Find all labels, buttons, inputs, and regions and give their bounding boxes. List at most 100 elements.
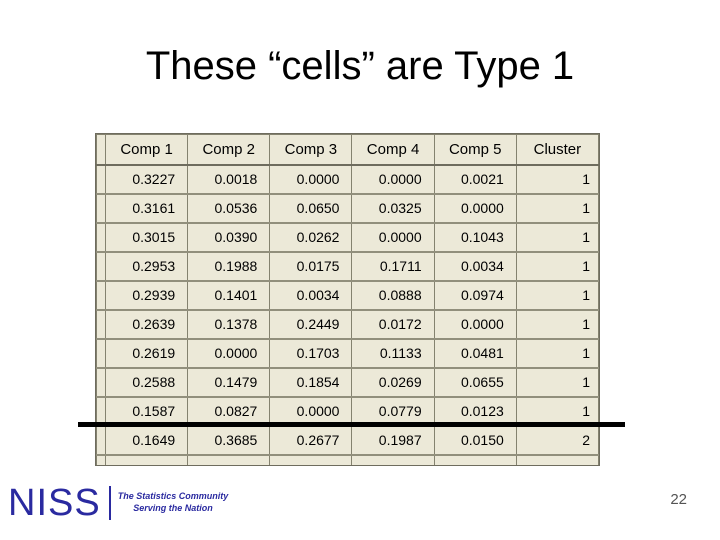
value-cell: 0.0021 — [433, 163, 517, 194]
value-cell: 0.0123 — [433, 395, 517, 426]
value-cell: 0.1378 — [187, 308, 271, 339]
table-row: 0.3227 0.0018 0.0000 0.0000 0.0021 1 — [96, 163, 599, 194]
table-row: 0.2639 0.1378 0.2449 0.0172 0.0000 1 — [96, 308, 599, 339]
table-row: 0.2588 0.1479 0.1854 0.0269 0.0655 1 — [96, 366, 599, 397]
column-header-comp-5: Comp 5 — [433, 134, 517, 166]
partial-table-row — [96, 453, 599, 465]
value-cell: 0.3685 — [187, 424, 271, 455]
value-cell: 0.2619 — [104, 337, 189, 368]
value-cell: 0.0018 — [187, 163, 271, 194]
value-cell: 0.0000 — [351, 221, 435, 252]
value-cell: 0.0974 — [433, 279, 517, 310]
value-cell: 0.0150 — [433, 424, 517, 455]
row-margin-cell — [96, 366, 106, 397]
row-margin-cell — [96, 163, 106, 194]
value-cell: 0.3227 — [104, 163, 189, 194]
row-margin-cell — [96, 279, 106, 310]
value-cell: 0.0034 — [269, 279, 353, 310]
value-cell: 0.1401 — [187, 279, 271, 310]
value-cell: 0.0650 — [269, 192, 353, 223]
value-cell: 0.1133 — [351, 337, 435, 368]
value-cell: 0.1988 — [187, 250, 271, 281]
row-margin-cell — [96, 424, 106, 455]
value-cell: 0.1854 — [269, 366, 353, 397]
partial-cell — [351, 453, 435, 465]
value-cell: 0.0325 — [351, 192, 435, 223]
cluster-cell: 2 — [515, 424, 599, 455]
value-cell: 0.0536 — [187, 192, 271, 223]
cluster-cell: 1 — [515, 250, 599, 281]
column-header-comp-3: Comp 3 — [269, 134, 353, 166]
value-cell: 0.0269 — [351, 366, 435, 397]
value-cell: 0.0000 — [433, 192, 517, 223]
niss-logo: NISS The Statistics Community Serving th… — [8, 484, 228, 522]
column-header-comp-4: Comp 4 — [351, 134, 435, 166]
cluster-components-table: Comp 1 Comp 2 Comp 3 Comp 4 Comp 5 Cluster 0.… — [95, 133, 600, 466]
column-header-cluster: Cluster — [515, 134, 599, 166]
value-cell: 0.0000 — [351, 163, 435, 194]
partial-cell — [104, 453, 189, 465]
row-margin-cell — [96, 221, 106, 252]
value-cell: 0.1587 — [104, 395, 189, 426]
value-cell: 0.1711 — [351, 250, 435, 281]
value-cell: 0.2677 — [269, 424, 353, 455]
value-cell: 0.0000 — [269, 395, 353, 426]
row-margin-cell — [96, 192, 106, 223]
row-margin-cell — [96, 308, 106, 339]
value-cell: 0.0262 — [269, 221, 353, 252]
value-cell: 0.2953 — [104, 250, 189, 281]
value-cell: 0.2639 — [104, 308, 189, 339]
value-cell: 0.0000 — [187, 337, 271, 368]
logo-separator — [108, 486, 111, 520]
cluster-cell: 1 — [515, 366, 599, 397]
value-cell: 0.0827 — [187, 395, 271, 426]
column-header-comp-1: Comp 1 — [104, 134, 189, 166]
partial-cell — [515, 453, 599, 465]
value-cell: 0.1987 — [351, 424, 435, 455]
value-cell: 0.0481 — [433, 337, 517, 368]
value-cell: 0.1043 — [433, 221, 517, 252]
value-cell: 0.1649 — [104, 424, 189, 455]
table-row: 0.2939 0.1401 0.0034 0.0888 0.0974 1 — [96, 279, 599, 310]
data-table: Comp 1 Comp 2 Comp 3 Comp 4 Comp 5 Cluster 0.… — [96, 134, 599, 465]
value-cell: 0.2939 — [104, 279, 189, 310]
table-row: 0.3015 0.0390 0.0262 0.0000 0.1043 1 — [96, 221, 599, 252]
partial-cell — [187, 453, 271, 465]
value-cell: 0.3161 — [104, 192, 189, 223]
row-margin-cell — [96, 337, 106, 368]
value-cell: 0.0000 — [433, 308, 517, 339]
cluster-cell: 1 — [515, 308, 599, 339]
value-cell: 0.0175 — [269, 250, 353, 281]
value-cell: 0.3015 — [104, 221, 189, 252]
column-header-comp-2: Comp 2 — [187, 134, 271, 166]
table-row: 0.2619 0.0000 0.1703 0.1133 0.0481 1 — [96, 337, 599, 368]
cluster-cell: 1 — [515, 221, 599, 252]
value-cell: 0.2588 — [104, 366, 189, 397]
row-margin-cell — [96, 250, 106, 281]
value-cell: 0.1703 — [269, 337, 353, 368]
partial-cell — [269, 453, 353, 465]
slide-title: These “cells” are Type 1 — [145, 44, 575, 88]
cluster-cell: 1 — [515, 337, 599, 368]
table-row: 0.3161 0.0536 0.0650 0.0325 0.0000 1 — [96, 192, 599, 223]
cluster-cell: 1 — [515, 192, 599, 223]
page-number: 22 — [670, 491, 687, 508]
logo-tagline-line1: The Statistics Community — [117, 491, 229, 502]
logo-tagline-line2: Serving the Nation — [133, 503, 213, 513]
value-cell: 0.0000 — [269, 163, 353, 194]
value-cell: 0.0888 — [351, 279, 435, 310]
table-row: 0.2953 0.1988 0.0175 0.1711 0.0034 1 — [96, 250, 599, 281]
value-cell: 0.1479 — [187, 366, 271, 397]
table-header-row: Comp 1 Comp 2 Comp 3 Comp 4 Comp 5 Cluster — [96, 134, 599, 166]
value-cell: 0.2449 — [269, 308, 353, 339]
value-cell: 0.0655 — [433, 366, 517, 397]
value-cell: 0.0034 — [433, 250, 517, 281]
cluster-cell: 1 — [515, 279, 599, 310]
cluster-divider-line — [78, 422, 625, 427]
logo-tagline: The Statistics Community Serving the Nat… — [118, 491, 229, 514]
value-cell: 0.0779 — [351, 395, 435, 426]
table-row: 0.1587 0.0827 0.0000 0.0779 0.0123 1 — [96, 395, 599, 426]
table-row: 0.1649 0.3685 0.2677 0.1987 0.0150 2 — [96, 424, 599, 455]
cluster-cell: 1 — [515, 395, 599, 426]
